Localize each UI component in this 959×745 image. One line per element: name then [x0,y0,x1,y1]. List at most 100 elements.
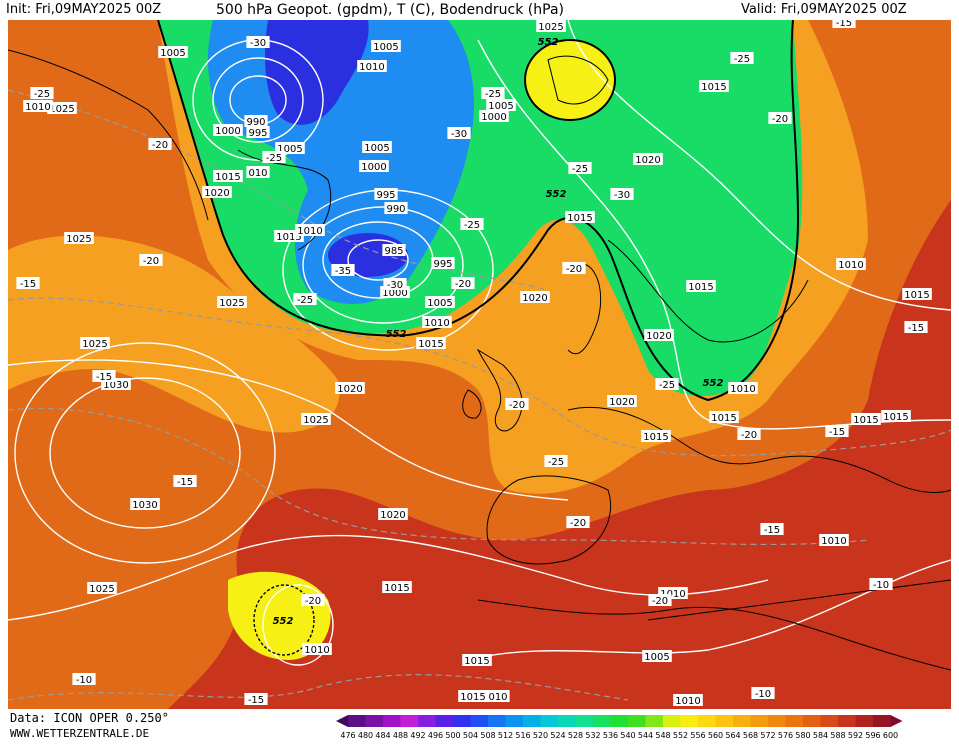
temperature-label: -35 [331,264,355,277]
legend-swatch [575,715,594,727]
temperature-label-box [92,370,116,382]
pressure-label-text: 1015 [418,339,443,350]
legend-swatch [768,715,786,727]
pressure-label-text: 990 [246,117,265,128]
pressure-label: 995 [431,257,455,270]
pressure-label: 1010 [819,534,849,547]
temperature-label-box [331,264,355,276]
temperature-label-box [30,87,54,99]
legend-swatch [715,715,734,727]
temperature-label-text: -15 [836,20,852,29]
temperature-label: -15 [92,370,116,383]
legend-tick-label: 580 [795,731,810,740]
temperature-label: -10 [72,673,96,686]
temperature-label-text: -15 [829,427,845,438]
legend-tick-label: 500 [445,731,460,740]
geopotential-552-label: 552 [273,616,294,627]
pressure-label-text: 1015 [215,172,240,183]
pressure-label: 1025 [47,102,77,115]
temperature-label-box [293,293,317,305]
pressure-label-box [902,288,932,300]
pressure-label-text: 1015 [853,415,878,426]
pressure-label: 1015 [565,211,595,224]
legend-tick-label: 548 [655,731,670,740]
pressure-label: 990 [244,115,268,128]
pressure-label-box [709,411,739,423]
geopotential-552-label: 552 [546,189,567,200]
temperature-label: -30 [383,278,407,291]
pressure-label-text: 1015 [904,290,929,301]
legend-tick-label: 516 [515,731,530,740]
legend-tick-label: 576 [778,731,793,740]
pressure-label-text: 1010 [821,536,846,547]
legend-arrow-left [336,715,348,727]
pressure-label-text: 1025 [82,339,107,350]
temperature-label-box [505,398,529,410]
temperature-label-box [610,188,634,200]
pressure-label-text: 1020 [646,331,671,342]
geopotential-552-ring-north [524,39,616,121]
pressure-label-text: 1005 [277,144,302,155]
temperature-label-text: -25 [659,380,675,391]
temperature-label-text: -25 [572,164,588,175]
field-deep-low [265,20,369,125]
temperature-label-text: -20 [570,518,586,529]
pressure-label: 1010 [422,316,452,329]
temperature-label: -15 [244,693,268,706]
pressure-label-box [378,508,408,520]
pressure-label: 1020 [607,395,637,408]
legend-swatch [820,715,839,727]
pressure-label: 1025 [536,20,566,33]
pressure-label: 1015 [641,430,671,443]
pressure-label-text: 1020 [609,397,634,408]
pressure-label-text: 1025 [66,234,91,245]
pressure-label-text: 1020 [337,384,362,395]
legend-tick-label: 496 [428,731,443,740]
legend-swatch [873,715,891,727]
pressure-label: 1005 [362,141,392,154]
pressure-label-box [23,100,53,112]
temperature-label-box [451,277,475,289]
pressure-label: 1010 [728,382,758,395]
temperature-label-text: -30 [250,38,266,49]
temperature-label: -25 [544,455,568,468]
pressure-label-text: 1015 [883,412,908,423]
pressure-label-text: 1005 [427,298,452,309]
legend-tick-label: 564 [725,731,740,740]
legend-arrow-right [890,715,903,727]
field-warm-west [8,235,340,433]
pressure-label-text: 1025 [303,415,328,426]
website-text: WWW.WETTERZENTRALE.DE [10,727,150,740]
temperature-label-text: -20 [741,430,757,441]
pressure-label-box [64,232,94,244]
pressure-label: 1005 [371,40,401,53]
temperature-label: -30 [447,127,471,140]
legend-tick-label: 572 [760,731,775,740]
temperature-label: -15 [832,20,856,29]
pressure-label-text: 1005 [488,101,513,112]
legend-tick-label: 476 [340,731,355,740]
pressure-label: 1020 [644,329,674,342]
pressure-label: 1020 [633,153,663,166]
pressure-label: 1010 [836,258,866,271]
pressure-label-box [607,395,637,407]
geopotential-552-label: 552 [703,378,724,389]
temperature-label-box [648,594,672,606]
pressure-label-text: 1025 [219,298,244,309]
pressure-label-box [382,581,412,593]
pressure-label-text: 1020 [522,293,547,304]
legend-tick-label: 560 [708,731,723,740]
pressure-label-box [416,337,446,349]
pressure-label-box [479,110,509,122]
temperature-label-text: -25 [297,295,313,306]
temperature-label: -25 [481,87,505,100]
temperature-label-text: -15 [20,279,36,290]
temperature-label-box [72,673,96,685]
legend-tick-label: 480 [358,731,373,740]
legend-tick-label: 584 [813,731,828,740]
pressure-label-box [362,141,392,153]
pressure-label-box [158,46,188,58]
temperature-label-box [832,20,856,28]
labels-552: 552 552 552 552 552 [273,37,724,627]
